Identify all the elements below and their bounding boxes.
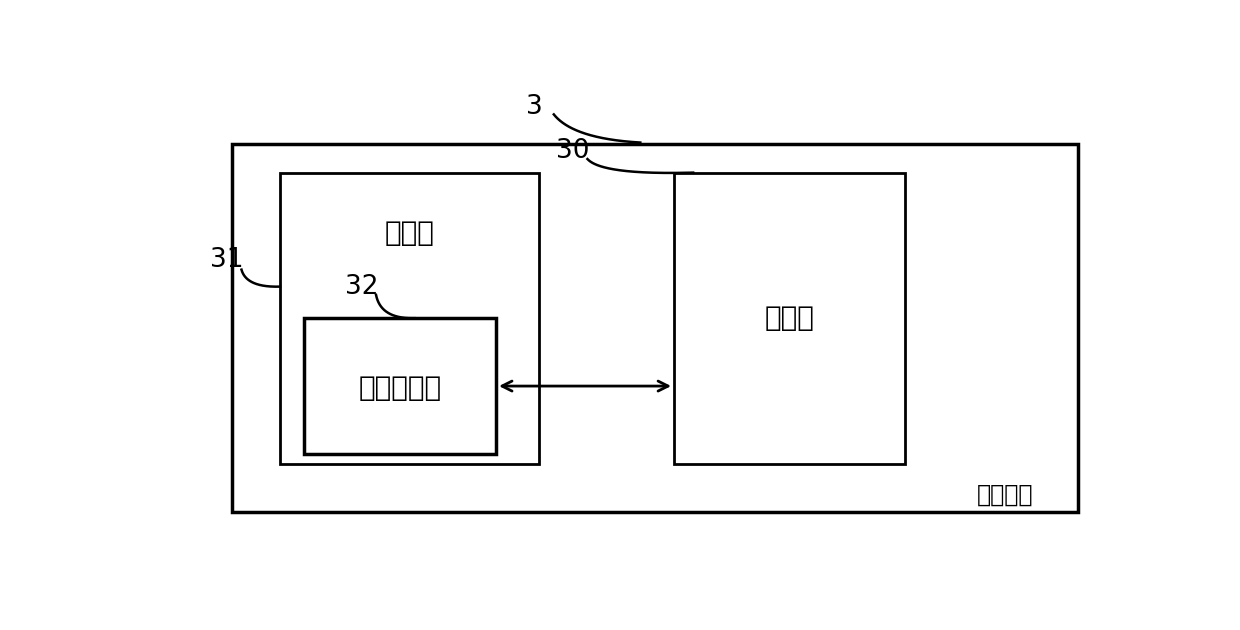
- Text: 30: 30: [557, 138, 590, 164]
- Bar: [280, 173, 539, 464]
- Text: 32: 32: [345, 273, 378, 300]
- Text: 存储器: 存储器: [384, 219, 434, 247]
- Text: 终端设备: 终端设备: [977, 483, 1034, 507]
- Text: 处理器: 处理器: [764, 304, 815, 332]
- Text: 计算机程序: 计算机程序: [358, 374, 441, 403]
- Bar: [232, 144, 1078, 512]
- Text: 31: 31: [211, 247, 244, 273]
- Text: 3: 3: [526, 94, 543, 120]
- Bar: [675, 173, 905, 464]
- Bar: [304, 318, 496, 454]
